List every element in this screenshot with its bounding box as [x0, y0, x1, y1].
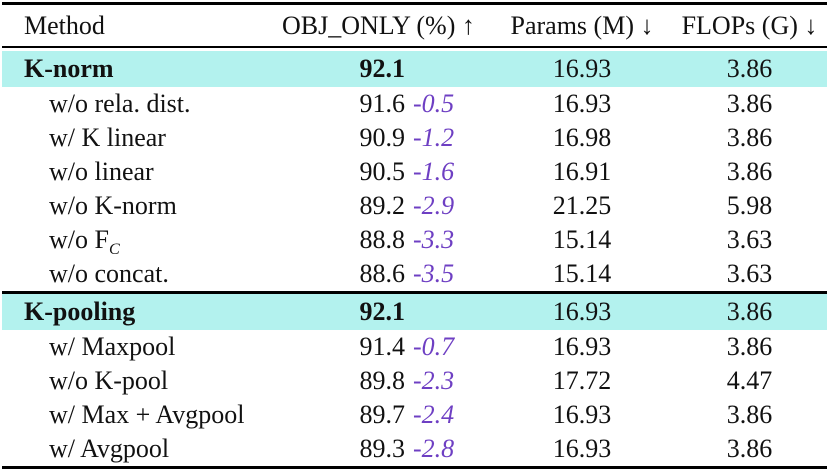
params-value: 17.72 — [552, 366, 612, 395]
params-value: 15.14 — [552, 225, 612, 254]
method-cell: w/ Avgpool — [49, 434, 170, 463]
params-value: 16.93 — [552, 89, 612, 118]
table-row-w-k-linear: w/ K linear 90.9 -1.2 16.98 3.86 — [2, 121, 827, 155]
params-value: 21.25 — [552, 191, 612, 220]
table-row-wo-linear: w/o linear 90.5 -1.6 16.91 3.86 — [2, 155, 827, 189]
method-cell: w/o FC — [2, 225, 280, 259]
flops-value: 5.98 — [726, 191, 773, 220]
obj-only-cell: 92.1 — [280, 297, 492, 327]
obj-only-cell: 89.2 -2.9 — [280, 191, 492, 221]
method-cell: K-norm — [24, 54, 114, 83]
flops-value: 3.86 — [726, 297, 773, 326]
table-row-wo-k-norm: w/o K-norm 89.2 -2.9 21.25 5.98 — [2, 189, 827, 223]
obj-value: 89.7 — [359, 400, 406, 429]
table-row-wo-k-pool: w/o K-pool 89.8 -2.3 17.72 4.47 — [2, 364, 827, 398]
obj-only-cell: 90.9 -1.2 — [280, 123, 492, 153]
header-rule — [2, 46, 827, 48]
method-cell: w/o concat. — [49, 259, 169, 288]
obj-only-cell: 89.8 -2.3 — [280, 366, 492, 396]
table-row-w-avgpool: w/ Avgpool 89.3 -2.8 16.93 3.86 — [2, 432, 827, 466]
obj-only-cell: 91.6 -0.5 — [280, 89, 492, 119]
obj-value: 91.4 — [359, 332, 406, 361]
column-header-flops: FLOPs (G) ↓ — [681, 10, 818, 40]
method-cell: w/o rela. dist. — [49, 89, 191, 118]
obj-value: 89.2 — [359, 191, 406, 220]
obj-value: 88.8 — [359, 225, 406, 254]
method-cell: w/ Max + Avgpool — [49, 400, 245, 429]
obj-delta: -2.8 — [413, 434, 455, 463]
params-value: 16.98 — [552, 123, 612, 152]
top-rule — [2, 2, 827, 5]
obj-delta: -2.9 — [413, 191, 455, 220]
table-row-k-pooling: K-pooling 92.1 16.93 3.86 — [2, 294, 827, 330]
column-header-params: Params (M) ↓ — [510, 10, 654, 40]
flops-value: 3.86 — [726, 434, 773, 463]
table-row-w-max-avgpool: w/ Max + Avgpool 89.7 -2.4 16.93 3.86 — [2, 398, 827, 432]
params-value: 16.93 — [552, 434, 612, 463]
flops-value: 3.86 — [726, 54, 773, 83]
obj-only-cell: 89.7 -2.4 — [280, 400, 492, 430]
params-value: 16.91 — [552, 157, 612, 186]
obj-value: 92.1 — [359, 297, 406, 326]
bottom-rule — [2, 466, 827, 469]
obj-value: 91.6 — [359, 89, 406, 118]
params-value: 16.93 — [552, 400, 612, 429]
obj-value: 88.6 — [359, 259, 406, 288]
obj-value: 89.8 — [359, 366, 406, 395]
flops-value: 3.63 — [726, 259, 773, 288]
params-value: 16.93 — [552, 54, 612, 83]
column-header-method: Method — [24, 10, 105, 40]
obj-delta: -3.5 — [413, 259, 455, 288]
table-header-row: Method OBJ_ONLY (%) ↑ Params (M) ↓ FLOPs… — [2, 5, 827, 46]
obj-delta: -2.3 — [413, 366, 455, 395]
obj-only-cell: 89.3 -2.8 — [280, 434, 492, 464]
method-subscript: C — [108, 241, 120, 259]
obj-delta: -2.4 — [413, 400, 455, 429]
obj-delta: -3.3 — [413, 225, 455, 254]
table-row-w-maxpool: w/ Maxpool 91.4 -0.7 16.93 3.86 — [2, 330, 827, 364]
table-row-k-norm: K-norm 92.1 16.93 3.86 — [2, 51, 827, 87]
obj-delta: -1.2 — [413, 123, 455, 152]
obj-only-cell: 90.5 -1.6 — [280, 157, 492, 187]
obj-delta: -0.5 — [413, 89, 455, 118]
flops-value: 3.86 — [726, 123, 773, 152]
flops-value: 3.86 — [726, 332, 773, 361]
obj-only-cell: 88.6 -3.5 — [280, 259, 492, 289]
obj-delta: -1.6 — [413, 157, 455, 186]
obj-value: 92.1 — [359, 54, 406, 83]
table-row-wo-concat: w/o concat. 88.6 -3.5 15.14 3.63 — [2, 257, 827, 291]
params-value: 16.93 — [552, 332, 612, 361]
method-cell: w/o K-pool — [49, 366, 169, 395]
flops-value: 3.86 — [726, 400, 773, 429]
obj-only-cell: 88.8 -3.3 — [280, 225, 492, 255]
obj-delta: -0.7 — [413, 332, 455, 361]
flops-value: 4.47 — [726, 366, 773, 395]
column-header-obj-only: OBJ_ONLY (%) ↑ — [282, 10, 475, 40]
flops-value: 3.86 — [726, 157, 773, 186]
method-cell: w/ K linear — [49, 123, 166, 152]
flops-value: 3.86 — [726, 89, 773, 118]
obj-value: 90.5 — [359, 157, 406, 186]
obj-value: 90.9 — [359, 123, 406, 152]
method-label: w/o F — [49, 225, 109, 254]
flops-value: 3.63 — [726, 225, 773, 254]
params-value: 15.14 — [552, 259, 612, 288]
method-cell: w/o K-norm — [49, 191, 177, 220]
method-cell: K-pooling — [24, 297, 136, 326]
obj-only-cell: 91.4 -0.7 — [280, 332, 492, 362]
method-cell: w/ Maxpool — [49, 332, 176, 361]
table-row-wo-rela-dist: w/o rela. dist. 91.6 -0.5 16.93 3.86 — [2, 87, 827, 121]
method-cell: w/o linear — [49, 157, 154, 186]
obj-value: 89.3 — [359, 434, 406, 463]
table-row-wo-fc: w/o FC 88.8 -3.3 15.14 3.63 — [2, 223, 827, 259]
obj-only-cell: 92.1 — [280, 54, 492, 84]
params-value: 16.93 — [552, 297, 612, 326]
section-rule — [2, 291, 827, 294]
